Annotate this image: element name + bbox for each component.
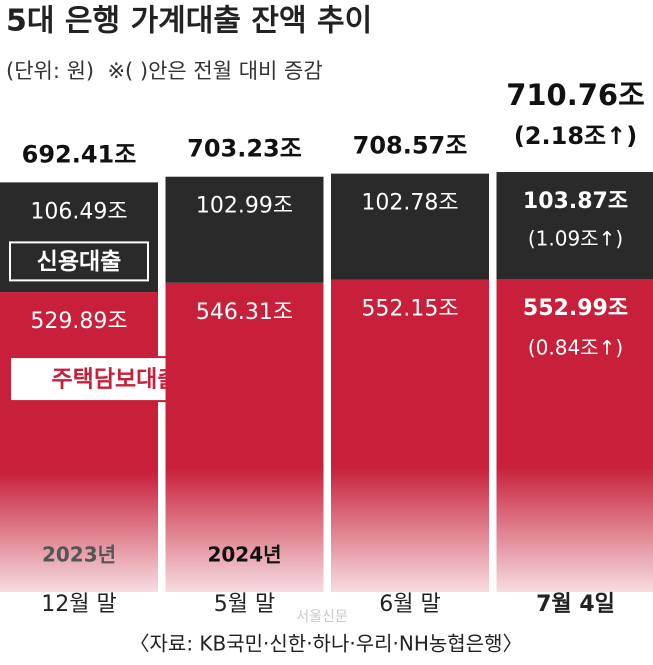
value-label: 102.78조 <box>361 191 458 216</box>
value-label: 102.99조 <box>196 194 293 219</box>
value-label: 106.49조 <box>30 199 127 224</box>
value-label: 546.31조 <box>196 300 293 325</box>
bar-segment <box>165 176 324 283</box>
x-tick-label: 5월 말 <box>214 592 275 617</box>
bar-segment <box>331 279 489 592</box>
change-label: (2.18조↑) <box>514 122 637 150</box>
bar-segment <box>331 173 489 280</box>
value-label: 529.89조 <box>30 309 127 334</box>
bar-segment <box>0 182 158 293</box>
total-label: 708.57조 <box>353 132 468 160</box>
bar-segment <box>496 172 653 280</box>
x-tick-label: 12월 말 <box>41 592 116 617</box>
legend-box <box>9 241 149 282</box>
value-label: 103.87조 <box>523 189 628 214</box>
source: 〈자료: KB국민·신한·하나·우리·NH농협은행〉 <box>130 632 523 656</box>
bar-segment <box>0 292 158 592</box>
chart-title: 5대 은행 가계대출 잔액 추이 <box>6 4 372 39</box>
legend-label: 주택담보대출 <box>52 367 179 393</box>
bar-segment <box>496 279 653 592</box>
bar-segment <box>165 282 324 592</box>
total-label: 692.41조 <box>22 140 137 168</box>
x-tick-label: 7월 4일 <box>536 592 615 617</box>
change-label: (0.84조↑) <box>528 336 623 360</box>
year-label: 2024년 <box>207 543 281 567</box>
year-label: 2023년 <box>42 543 116 567</box>
total-label: 703.23조 <box>187 135 302 163</box>
total-label: 710.76조 <box>506 78 645 112</box>
subtitle: (단위: 원) ※( )안은 전월 대비 증감 <box>6 59 323 83</box>
x-tick-label: 6월 말 <box>379 592 440 617</box>
watermark: 서울신문 <box>296 609 348 625</box>
legend-label: 신용대출 <box>37 249 122 275</box>
value-label: 552.15조 <box>361 296 458 321</box>
value-label: 552.99조 <box>523 296 628 321</box>
change-label: (1.09조↑) <box>528 227 623 251</box>
